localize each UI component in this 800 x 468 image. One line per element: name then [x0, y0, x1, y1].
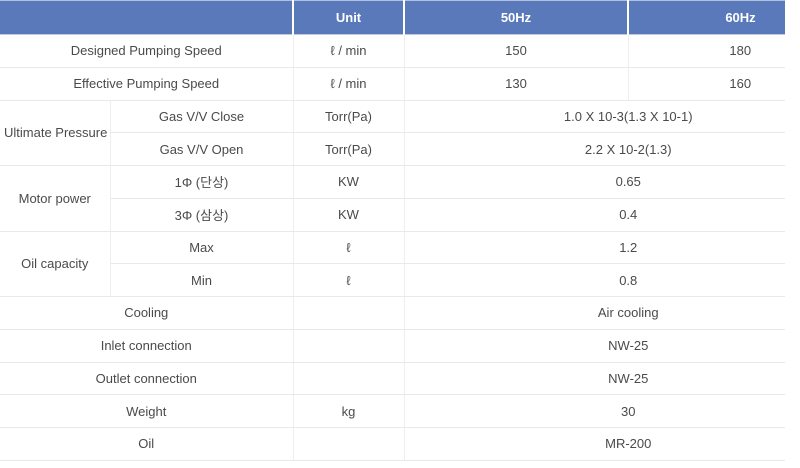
value-merged: Air cooling [404, 296, 785, 330]
row-label: Inlet connection [0, 329, 294, 363]
value-merged: 0.8 [404, 263, 785, 297]
table-row-outlet-connection: Outlet connection NW-25 [0, 362, 785, 396]
table-row-motor-power-three-phase: 3Φ (삼상) KW 0.4 [0, 198, 785, 232]
row-label: Oil [0, 427, 294, 461]
table-row-designed-pumping-speed: Designed Pumping Speed ℓ / min 150 180 [0, 34, 785, 68]
pump-spec-table: Unit 50Hz 60Hz Designed Pumping Speed ℓ … [0, 0, 785, 461]
unit-cell: ℓ / min [293, 67, 405, 101]
table-row-ultimate-pressure-close: Ultimate Pressure Gas V/V Close Torr(Pa)… [0, 100, 785, 166]
unit-cell: Torr(Pa) [293, 100, 405, 134]
table-row-cooling: Cooling Air cooling [0, 296, 785, 330]
unit-cell: KW [293, 165, 405, 199]
table-header: Unit 50Hz 60Hz [0, 0, 785, 35]
sub-label: Gas V/V Open [110, 132, 294, 166]
group-label-motor-power: Motor power [0, 165, 111, 232]
unit-cell [293, 362, 405, 396]
value-60hz: 160 [628, 67, 785, 101]
table-body: Designed Pumping Speed ℓ / min 150 180 E… [0, 34, 785, 461]
table-row-oil-capacity-min: Min ℓ 0.8 [0, 263, 785, 297]
unit-cell [293, 329, 405, 363]
unit-cell: ℓ [293, 231, 405, 265]
header-cell-60hz: 60Hz [627, 0, 785, 35]
row-label: Effective Pumping Speed [0, 67, 294, 101]
sub-label: Min [110, 263, 294, 297]
unit-cell [293, 296, 405, 330]
table-row-ultimate-pressure-open: Gas V/V Open Torr(Pa) 2.2 X 10-2(1.3) [0, 132, 785, 166]
value-merged: NW-25 [404, 329, 785, 363]
row-label: Weight [0, 394, 294, 428]
unit-cell: ℓ [293, 263, 405, 297]
value-merged: MR-200 [404, 427, 785, 461]
value-merged: 1.0 X 10-3(1.3 X 10-1) [404, 100, 785, 134]
value-merged: 2.2 X 10-2(1.3) [404, 132, 785, 166]
group-label-ultimate-pressure: Ultimate Pressure [0, 100, 111, 166]
table-row-weight: Weight kg 30 [0, 394, 785, 428]
header-cell-unit: Unit [292, 0, 404, 35]
row-label: Cooling [0, 296, 294, 330]
table-row-oil: Oil MR-200 [0, 427, 785, 461]
value-merged: 30 [404, 394, 785, 428]
value-merged: NW-25 [404, 362, 785, 396]
row-label: Designed Pumping Speed [0, 34, 294, 68]
sub-label: 3Φ (삼상) [110, 198, 294, 232]
table-row-oil-capacity-max: Oil capacity Max ℓ 1.2 [0, 231, 785, 297]
unit-cell: Torr(Pa) [293, 132, 405, 166]
sub-label: Gas V/V Close [110, 100, 294, 134]
value-merged: 0.65 [404, 165, 785, 199]
table-row-effective-pumping-speed: Effective Pumping Speed ℓ / min 130 160 [0, 67, 785, 101]
unit-cell: KW [293, 198, 405, 232]
value-50hz: 150 [404, 34, 629, 68]
sub-label: Max [110, 231, 294, 265]
row-label: Outlet connection [0, 362, 294, 396]
unit-cell: ℓ / min [293, 34, 405, 68]
value-merged: 1.2 [404, 231, 785, 265]
sub-label: 1Φ (단상) [110, 165, 294, 199]
unit-cell: kg [293, 394, 405, 428]
unit-cell [293, 427, 405, 461]
value-merged: 0.4 [404, 198, 785, 232]
value-60hz: 180 [628, 34, 785, 68]
header-row: Unit 50Hz 60Hz [0, 0, 785, 35]
table-row-motor-power-single-phase: Motor power 1Φ (단상) KW 0.65 [0, 165, 785, 232]
header-cell-spacer [0, 0, 293, 35]
group-label-oil-capacity: Oil capacity [0, 231, 111, 297]
value-50hz: 130 [404, 67, 629, 101]
header-cell-50hz: 50Hz [403, 0, 628, 35]
table-row-inlet-connection: Inlet connection NW-25 [0, 329, 785, 363]
